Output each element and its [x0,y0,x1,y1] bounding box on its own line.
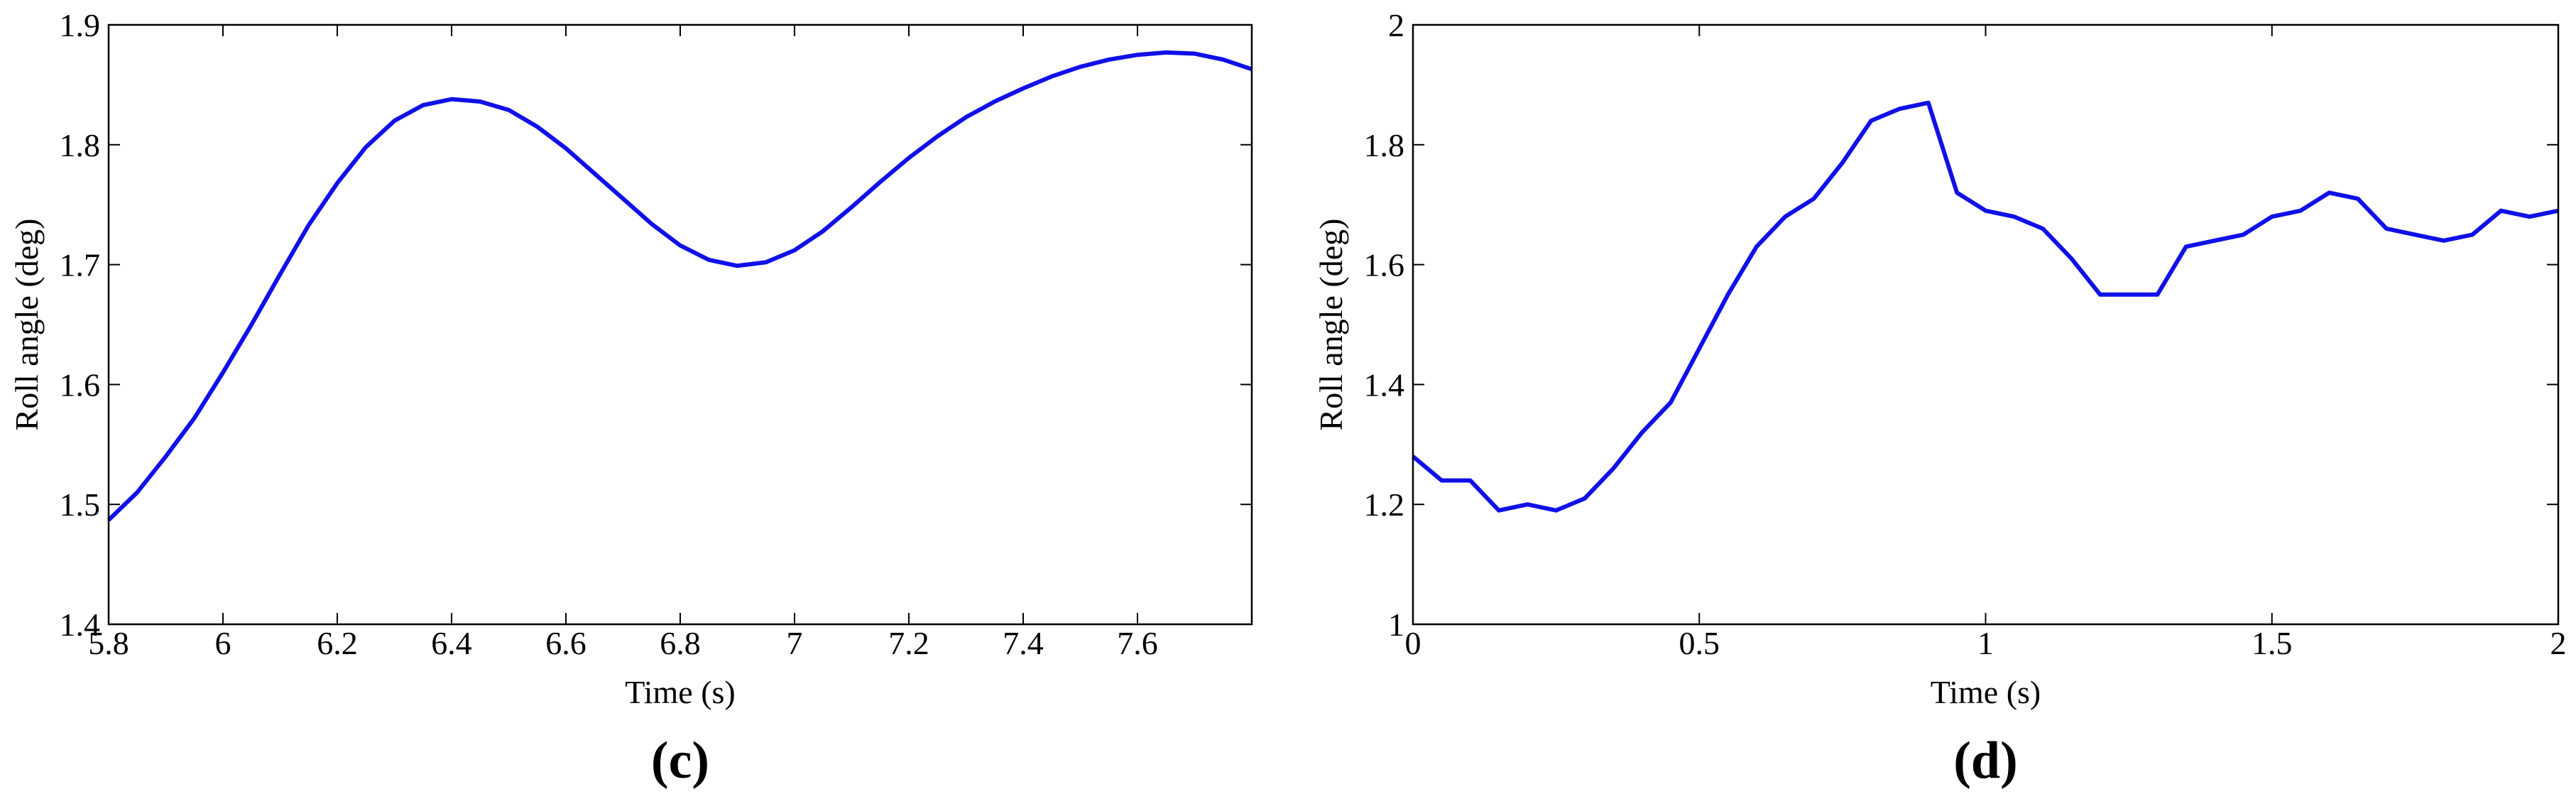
x-tick-label: 5.8 [88,625,129,661]
y-tick-label: 1.8 [1364,127,1405,163]
x-tick-label: 7.4 [1003,625,1044,661]
x-tick-label: 0 [1405,625,1421,661]
y-tick-label: 1.2 [1364,487,1405,523]
data-line [1412,100,2559,513]
y-tick-label: 1.4 [60,607,101,643]
x-tick-label: 7.6 [1117,625,1158,661]
x-tick-label: 6.6 [545,625,586,661]
panel-caption: (d) [1953,732,2017,790]
y-axis-label: Roll angle (deg) [9,219,45,431]
x-axis-label: Time (s) [625,674,736,710]
y-tick-label: 1.6 [60,366,101,403]
x-tick-label: 1 [1977,625,1994,661]
x-tick-label: 1.5 [2252,625,2293,661]
chart-panel: 5.8 6 6.2 6.4 6.6 6.8 7 7.2 7.4 7.6 1.4 1.5 1.6 1.7 1.… [9,7,1253,790]
x-tick-label: 7.2 [888,625,929,661]
y-tick-label: 1.8 [60,127,101,163]
data-line [107,50,1252,522]
x-tick-label: 6 [215,625,231,661]
y-tick-label: 1.4 [1364,366,1405,403]
x-tick-label: 6.2 [317,625,358,661]
x-axis-label: Time (s) [1931,674,2041,710]
y-tick-label: 1.7 [60,247,101,283]
y-axis-label: Roll angle (deg) [1313,219,1349,431]
y-tick-label: 1.6 [1364,247,1405,283]
panel-caption: (c) [651,732,709,790]
x-tick-label: 6.4 [431,625,472,661]
y-tick-label: 2 [1388,7,1404,43]
y-tick-label: 1.5 [60,487,101,523]
y-tick-label: 1.9 [60,7,101,43]
axes-box [1412,23,2560,626]
x-tick-label: 7 [787,625,803,661]
axes-box [107,23,1253,626]
x-tick-label: 0.5 [1679,625,1720,661]
x-tick-label: 6.8 [660,625,701,661]
x-tick-label: 2 [2550,625,2567,661]
chart-panel: 0 0.5 1 1.5 2 1 1.2 1.4 1.6 1.8 2 Time (s) Roll angl… [1313,7,2567,790]
y-tick-label: 1 [1388,607,1404,643]
